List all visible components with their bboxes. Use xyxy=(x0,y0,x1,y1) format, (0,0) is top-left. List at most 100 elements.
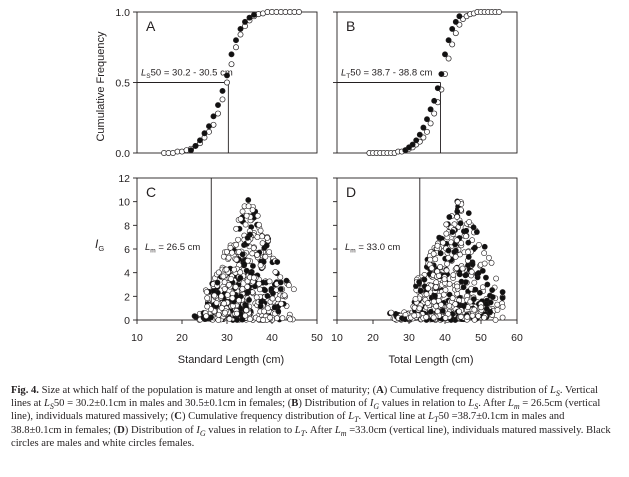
female-point xyxy=(481,250,488,257)
female-point xyxy=(244,257,251,264)
female-point xyxy=(215,317,222,323)
female-point xyxy=(226,315,233,322)
female-point xyxy=(233,225,240,232)
female-point xyxy=(412,296,419,302)
caption-text: ) Cumulative frequency distribution of xyxy=(383,385,551,396)
female-point xyxy=(296,9,302,15)
caption-text: 50 = 30.2±0.1cm in males and 30.5±0.1cm … xyxy=(53,398,292,410)
male-point xyxy=(201,130,208,137)
female-point xyxy=(434,242,441,249)
female-point xyxy=(446,281,453,287)
male-point xyxy=(241,261,248,268)
female-point xyxy=(432,256,439,263)
caption-subscript: G xyxy=(199,428,206,438)
female-point xyxy=(444,260,450,267)
female-point xyxy=(437,264,444,270)
x-tick-label: 30 xyxy=(221,332,233,344)
male-point xyxy=(275,308,282,315)
female-point xyxy=(281,292,288,299)
female-point xyxy=(286,282,292,289)
l50-annotation-a: LS50 = 30.2 - 30.5 cm xyxy=(141,68,233,81)
male-point xyxy=(228,51,235,58)
female-point xyxy=(233,310,240,317)
caption-symbol: L xyxy=(550,385,556,396)
caption-symbol: L xyxy=(294,424,301,436)
male-point xyxy=(451,249,458,255)
male-point xyxy=(449,229,456,235)
female-point xyxy=(266,278,273,285)
female-point xyxy=(427,120,434,127)
male-point xyxy=(219,88,226,94)
male-point xyxy=(262,287,268,294)
male-point xyxy=(417,287,424,294)
female-point xyxy=(287,316,294,323)
female-point xyxy=(237,216,244,222)
caption-symbol: L xyxy=(43,398,50,410)
male-point xyxy=(242,18,248,25)
female-point xyxy=(416,305,423,312)
female-point xyxy=(257,262,264,269)
female-point xyxy=(249,207,256,213)
female-point xyxy=(222,309,228,316)
male-point xyxy=(431,97,438,104)
female-point xyxy=(242,312,249,319)
male-point xyxy=(489,294,496,300)
female-point xyxy=(469,312,476,319)
x-tick-label: 50 xyxy=(475,332,487,344)
female-point xyxy=(452,253,459,260)
female-point xyxy=(450,272,457,278)
male-point xyxy=(438,71,445,77)
female-point xyxy=(245,203,252,210)
female-point xyxy=(233,241,239,248)
male-point xyxy=(483,274,489,281)
male-point xyxy=(462,272,469,279)
female-point xyxy=(264,305,271,312)
caption-subscript: T xyxy=(300,428,306,438)
male-point xyxy=(465,254,472,260)
female-point xyxy=(430,314,437,321)
female-point xyxy=(239,208,246,215)
female-point xyxy=(274,315,280,322)
female-point xyxy=(488,260,495,266)
female-point xyxy=(496,9,502,15)
male-point xyxy=(465,239,472,246)
male-point xyxy=(442,51,448,58)
female-point xyxy=(440,239,446,246)
female-point xyxy=(219,96,226,103)
female-point xyxy=(257,227,264,234)
female-point xyxy=(279,315,286,322)
male-point xyxy=(215,102,221,109)
male-point xyxy=(460,284,467,291)
female-point xyxy=(226,281,232,288)
female-point xyxy=(427,256,434,263)
male-point xyxy=(188,147,194,154)
female-point xyxy=(438,301,444,308)
male-point xyxy=(239,251,246,258)
male-point xyxy=(465,210,472,217)
male-point xyxy=(445,37,452,44)
female-point xyxy=(492,317,499,323)
female-point xyxy=(215,269,222,276)
female-point xyxy=(459,265,466,272)
female-point xyxy=(441,276,448,283)
caption-text: values in relation to xyxy=(379,398,469,410)
female-point xyxy=(454,199,461,206)
y-tick-label: 4 xyxy=(124,268,130,280)
caption-subscript: G xyxy=(373,402,380,412)
panel-label-d: D xyxy=(346,184,356,200)
female-point xyxy=(458,313,464,320)
female-point xyxy=(254,212,261,219)
female-point xyxy=(221,286,228,292)
male-point xyxy=(463,227,470,234)
caption-text: . After xyxy=(305,424,335,436)
x-tick-label: 30 xyxy=(403,332,415,344)
female-point xyxy=(204,295,211,301)
male-point xyxy=(452,18,459,25)
male-point xyxy=(454,208,461,215)
panel-label-c: C xyxy=(146,184,156,200)
female-point xyxy=(259,233,265,240)
female-point xyxy=(231,266,237,273)
female-point xyxy=(262,253,269,260)
female-point xyxy=(432,284,439,290)
female-point xyxy=(224,79,230,86)
